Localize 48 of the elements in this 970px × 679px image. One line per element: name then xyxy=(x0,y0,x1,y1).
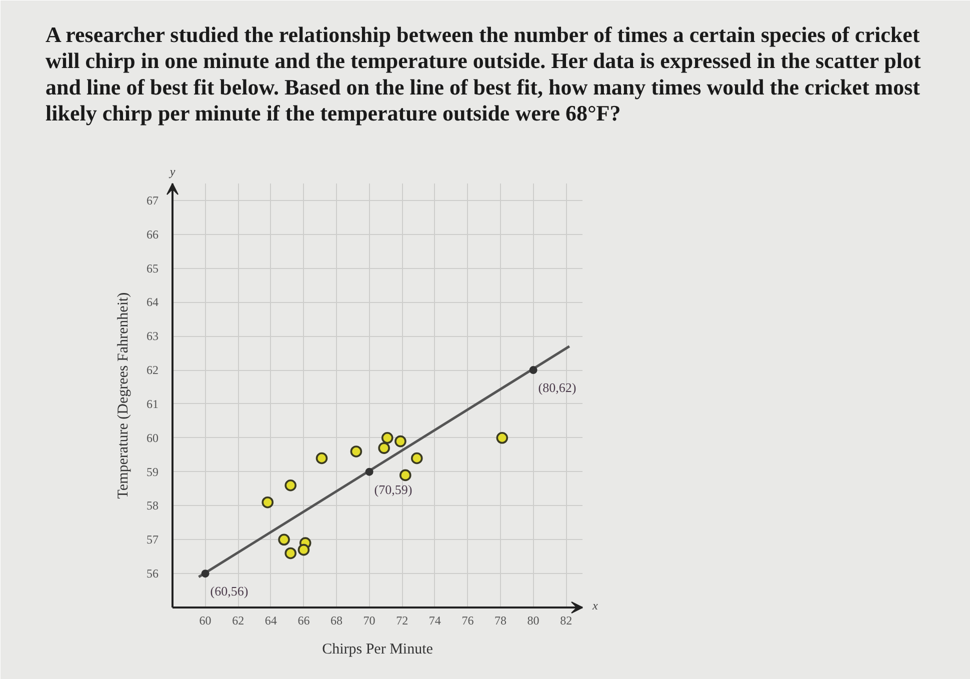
x-tick-label: 62 xyxy=(232,614,244,628)
point xyxy=(262,496,274,508)
y-tick-label: 61 xyxy=(146,396,158,411)
y-tick-label: 67 xyxy=(146,193,158,208)
point xyxy=(316,452,328,464)
x-tick-label: 66 xyxy=(298,614,310,628)
annotation: (60,56) xyxy=(210,584,248,599)
text: x xyxy=(592,598,598,612)
point xyxy=(284,480,296,492)
x-tick-label: 76 xyxy=(462,614,474,628)
x-tick-label: 68 xyxy=(330,614,342,628)
y-tick-label: 63 xyxy=(146,329,158,344)
point xyxy=(201,570,210,578)
point xyxy=(378,442,390,454)
annotation: (70,59) xyxy=(374,482,412,497)
point xyxy=(410,452,423,464)
point xyxy=(278,534,290,546)
point xyxy=(381,432,394,444)
y-tick-label: 60 xyxy=(146,430,158,445)
y-tick-label: 59 xyxy=(146,464,158,479)
x-tick-label: 74 xyxy=(428,614,441,628)
text: y xyxy=(168,164,176,178)
y-tick-label: 62 xyxy=(146,363,158,378)
y-axis-title: Temperature (Degrees Fahrenheit) xyxy=(116,292,132,499)
point xyxy=(298,544,310,556)
y-tick-label: 64 xyxy=(146,295,158,310)
x-tick-label: 70 xyxy=(363,614,376,628)
x-tick-label: 82 xyxy=(560,614,572,628)
x-tick-label: 64 xyxy=(264,614,277,628)
point xyxy=(284,547,296,560)
point xyxy=(365,468,374,476)
point xyxy=(394,435,406,448)
x-tick-label: 78 xyxy=(494,614,506,628)
point xyxy=(529,366,538,374)
x-tick-label: 80 xyxy=(527,614,540,628)
x-tick-label: 60 xyxy=(199,614,212,628)
y-tick-label: 57 xyxy=(146,532,158,547)
y-tick-label: 56 xyxy=(146,566,158,581)
point xyxy=(350,446,362,458)
y-tick-label: 58 xyxy=(146,498,158,513)
annotation: (80,62) xyxy=(538,380,576,396)
point xyxy=(496,432,508,444)
x-axis-title: Chirps Per Minute xyxy=(322,642,434,658)
x-tick-label: 72 xyxy=(396,614,408,628)
point xyxy=(399,469,412,482)
y-tick-label: 66 xyxy=(146,227,158,242)
y-tick-label: 65 xyxy=(146,261,158,276)
chart-title: A researcher studied the relationship between the number of times a certain species of cricket will chirp in one minute and the temperature outside. Her data is expressed in the scatter plot and line of best fit below. Based on the line of best fit, how many times would the cricket most likely chirp per minute if the temperature outside were 68°F? xyxy=(46,22,922,126)
